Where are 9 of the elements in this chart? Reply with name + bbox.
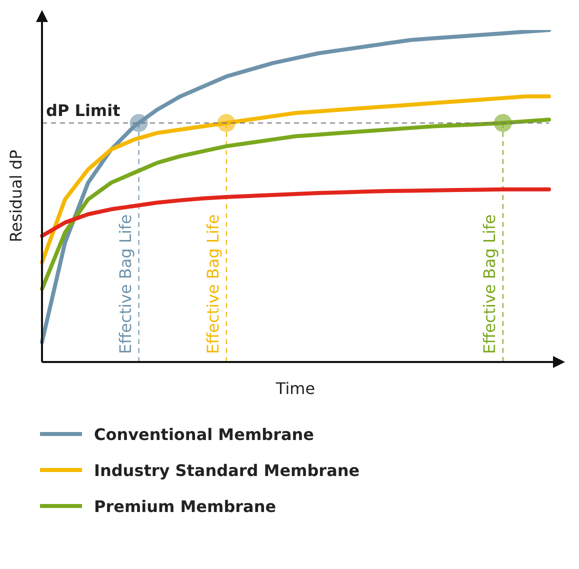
annotation: Effective Bag Life [203, 214, 222, 354]
legend-label: Conventional Membrane [94, 424, 314, 444]
x-axis-title: Time [274, 379, 316, 398]
annotation: Effective Bag Life [480, 214, 499, 354]
y-axis-title: Residual dP [6, 149, 26, 242]
legend-label: Premium Membrane [94, 496, 276, 516]
ref-line-label: dP Limit [46, 100, 121, 120]
legend-label: Industry Standard Membrane [94, 460, 360, 480]
annotation: Effective Bag Life [116, 214, 135, 354]
